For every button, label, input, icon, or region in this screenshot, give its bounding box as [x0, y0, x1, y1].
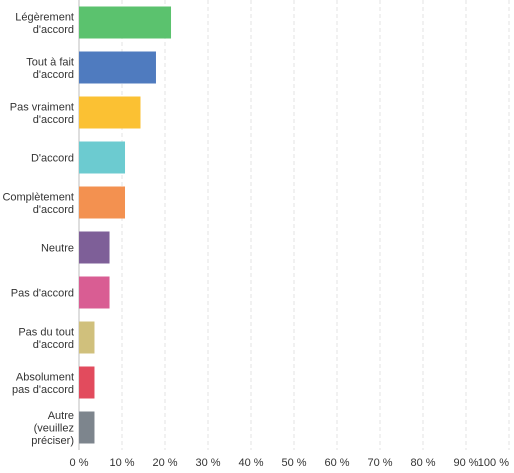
- category-label: Pas vraiment d'accord: [10, 101, 74, 126]
- x-tick-label: 30 %: [195, 457, 220, 469]
- category-label: Pas du tout d'accord: [18, 326, 74, 351]
- bar[interactable]: [79, 51, 156, 84]
- bar[interactable]: [79, 321, 95, 354]
- category-labels: Légèrement d'accord Tout à fait d'accord Pas…: [2, 11, 74, 447]
- x-tick-label: 80 %: [410, 457, 435, 469]
- x-tick-label: 70 %: [367, 457, 392, 469]
- x-tick-label: 100 %: [478, 457, 509, 469]
- bar[interactable]: [79, 366, 95, 399]
- x-tick-label: 90 %: [453, 457, 478, 469]
- category-label: Légèrement d'accord: [15, 11, 74, 36]
- x-tick-label: 10 %: [109, 457, 134, 469]
- x-axis-ticks: 0 % 10 % 20 % 30 % 40 % 50 % 60 % 70 % 80 % 90 % 1…: [70, 457, 510, 469]
- category-label: Absolument pas d'accord: [12, 371, 74, 396]
- x-tick-label: 20 %: [152, 457, 177, 469]
- bar[interactable]: [79, 6, 172, 39]
- bar[interactable]: [79, 186, 126, 219]
- category-label: Autre (veuillez préciser): [31, 410, 74, 447]
- bars: [79, 6, 172, 444]
- category-label: D'accord: [31, 153, 74, 165]
- bar[interactable]: [79, 141, 126, 174]
- grid-lines: [78, 0, 510, 450]
- x-tick-label: 40 %: [238, 457, 263, 469]
- category-label: Pas d'accord: [11, 288, 74, 300]
- category-label: Complètement d'accord: [2, 191, 74, 216]
- category-label: Neutre: [41, 243, 74, 255]
- bar[interactable]: [79, 96, 141, 129]
- x-tick-label: 60 %: [324, 457, 349, 469]
- x-tick-label: 0 %: [70, 457, 89, 469]
- x-tick-label: 50 %: [281, 457, 306, 469]
- bar[interactable]: [79, 276, 110, 309]
- bar[interactable]: [79, 411, 95, 444]
- bar[interactable]: [79, 231, 110, 264]
- category-label: Tout à fait d'accord: [26, 56, 74, 81]
